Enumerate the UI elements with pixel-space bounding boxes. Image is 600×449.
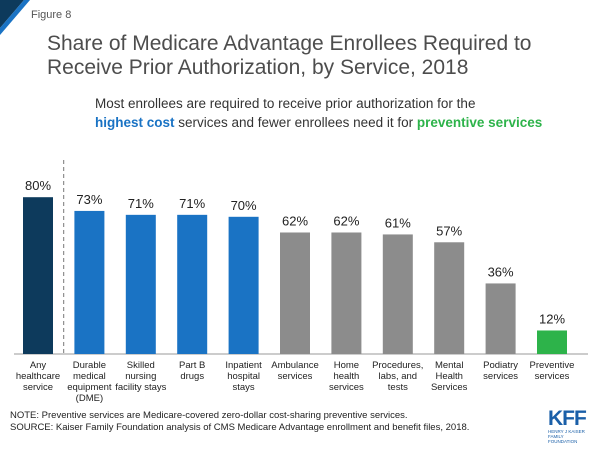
data-label-5: 62% (282, 213, 308, 228)
data-label-4: 70% (231, 198, 257, 213)
bar-1 (74, 210, 105, 354)
kff-logo-sub2: FAMILY FOUNDATION (548, 434, 578, 444)
data-label-0: 80% (25, 178, 51, 193)
kff-logo-sub1: HENRY J KAISER (548, 429, 585, 434)
bar-5 (280, 232, 310, 354)
category-label-0: Any healthcare service (16, 360, 60, 393)
category-label-7: Procedures, labs, and tests (372, 360, 423, 393)
footnote: NOTE: Preventive services are Medicare-c… (10, 410, 469, 434)
corner-accent-blue (0, 0, 30, 35)
subtitle-text-1: Most enrollees are required to receive p… (95, 96, 476, 111)
data-label-2: 71% (128, 196, 154, 211)
data-label-8: 57% (436, 223, 462, 238)
bar-8 (434, 242, 465, 354)
category-label-10: Preventive services (530, 360, 575, 382)
data-label-9: 36% (488, 264, 514, 279)
bar-7 (382, 234, 413, 354)
category-label-8: Mental Health Services (431, 360, 468, 393)
data-label-10: 12% (539, 311, 565, 326)
bar-0 (23, 197, 53, 354)
data-label-6: 62% (333, 213, 359, 228)
category-label-2: Skilled nursing facility stays (115, 360, 166, 393)
data-label-7: 61% (385, 215, 411, 230)
bar-2 (125, 214, 156, 354)
category-label-6: Home health services (329, 360, 364, 393)
category-label-4: Inpatient hospital stays (225, 360, 262, 393)
corner-accent-dark (0, 0, 24, 28)
subtitle-text-2: services and fewer enrollees need it for (174, 115, 417, 130)
footnote-note: NOTE: Preventive services are Medicare-c… (10, 410, 408, 421)
data-label-3: 71% (179, 196, 205, 211)
bar-9 (485, 283, 516, 354)
bar-4 (228, 216, 259, 354)
subtitle-highlight-cost: highest cost (95, 115, 175, 130)
figure-label: Figure 8 (31, 9, 72, 21)
footnote-source: SOURCE: Kaiser Family Foundation analysi… (10, 422, 470, 433)
kff-logo-text: KFF (548, 407, 587, 430)
bar-10 (537, 330, 567, 354)
category-label-1: Durable medical equipment (DME) (67, 360, 112, 404)
data-label-1: 73% (76, 192, 102, 207)
category-label-9: Podiatry services (483, 360, 518, 382)
bar-chart: 80% Any healthcare service 73% Durable medical… (14, 160, 588, 404)
kff-logo: KFF HENRY J KAISER FAMILY FOUNDATION (548, 407, 592, 444)
subtitle-highlight-preventive: preventive services (416, 115, 543, 130)
chart-title: Share of Medicare Advantage Enrollees Re… (47, 32, 532, 79)
category-label-5: Ambulance services (271, 360, 319, 382)
bar-6 (331, 232, 362, 354)
bar-3 (177, 214, 208, 354)
chart-subtitle: Most enrollees are required to receive p… (95, 94, 585, 132)
